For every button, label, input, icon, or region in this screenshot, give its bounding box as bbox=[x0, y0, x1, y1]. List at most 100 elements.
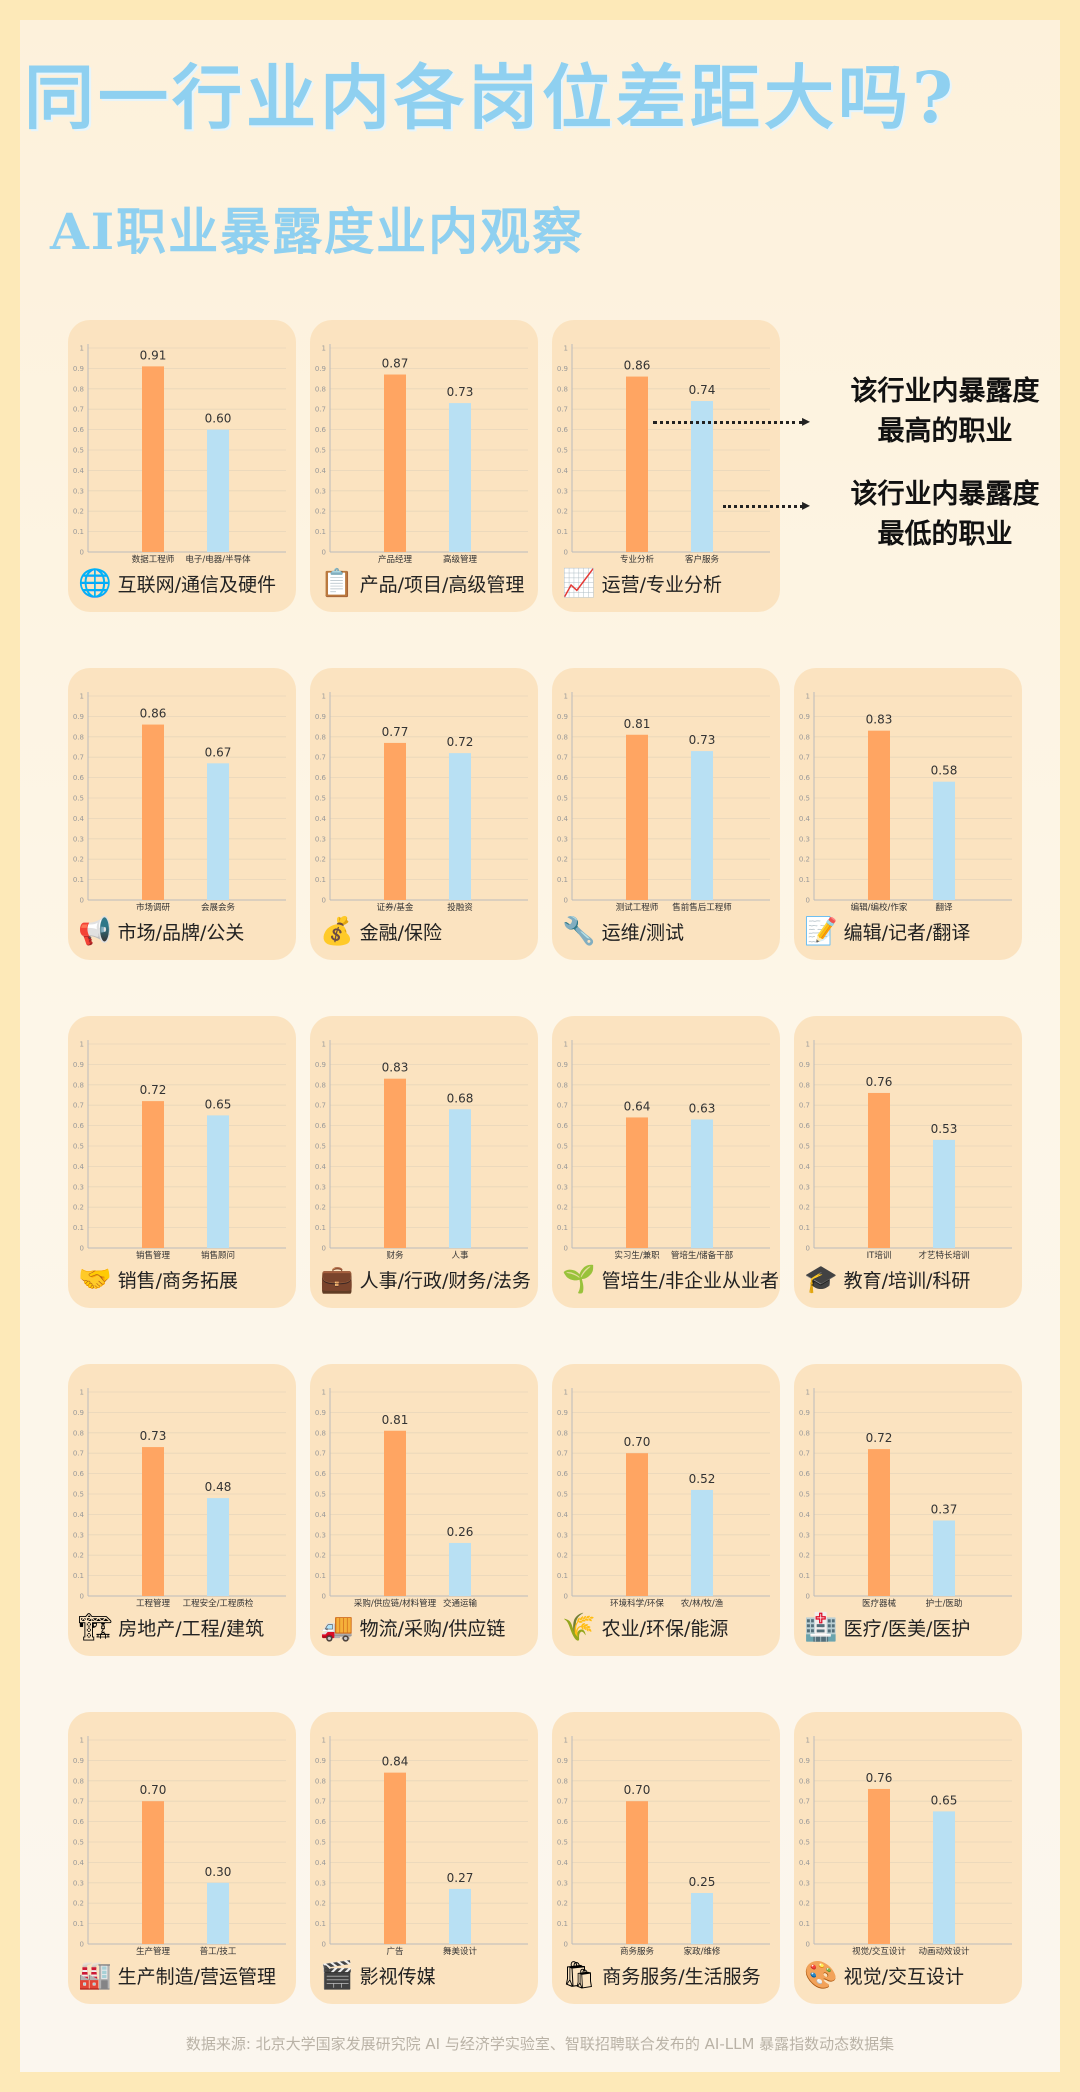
category-label: 数据工程师 bbox=[132, 554, 175, 565]
y-tick-label: 0.5 bbox=[73, 795, 84, 803]
y-tick-label: 0 bbox=[564, 897, 568, 905]
y-tick-label: 0 bbox=[806, 897, 810, 905]
category-label: 编辑/编校/作家 bbox=[851, 902, 908, 913]
y-tick-label: 0.2 bbox=[73, 1204, 84, 1212]
industry-label: 🤝 销售/商务拓展 bbox=[78, 1261, 292, 1297]
y-tick-label: 0.8 bbox=[73, 1429, 84, 1437]
bar-value-label: 0.73 bbox=[689, 733, 716, 747]
y-tick-label: 0.3 bbox=[315, 835, 326, 843]
industry-title: 影视传媒 bbox=[359, 1965, 436, 1988]
category-label: 商务服务 bbox=[620, 1946, 655, 1957]
legend-highest-text: 该行业内暴露度 最高的职业 bbox=[830, 372, 1060, 452]
y-tick-label: 0.8 bbox=[557, 1777, 568, 1785]
category-label: 人事 bbox=[451, 1250, 469, 1261]
chart-card: 0 0.1 0.2 0.3 0.4 0.5 0.6 0.7 0.8 0.9 1 0.87 产品经理 0.7… bbox=[310, 320, 538, 612]
bar-chart: 0 0.1 0.2 0.3 0.4 0.5 0.6 0.7 0.8 0.9 1 0.64 实习生/兼职 0… bbox=[557, 1040, 770, 1261]
y-tick-label: 0.6 bbox=[73, 1122, 85, 1130]
y-tick-label: 0.3 bbox=[73, 835, 84, 843]
bar bbox=[142, 366, 164, 552]
y-tick-label: 0.6 bbox=[799, 1122, 811, 1130]
category-label: 管培生/储备干部 bbox=[671, 1250, 734, 1261]
bar bbox=[142, 1801, 164, 1944]
category-label: 专业分析 bbox=[620, 554, 655, 565]
industry-title: 产品/项目/高级管理 bbox=[359, 573, 525, 596]
megaphone-icon: 📢 bbox=[78, 915, 112, 947]
y-tick-label: 0 bbox=[80, 1593, 84, 1601]
legend-highest-line1: 该行业内暴露度 bbox=[850, 376, 1040, 407]
bar-chart: 0 0.1 0.2 0.3 0.4 0.5 0.6 0.7 0.8 0.9 1 0.86 专业分析 0.7… bbox=[557, 344, 770, 565]
y-tick-label: 0.5 bbox=[557, 1491, 568, 1499]
y-tick-label: 0.9 bbox=[73, 713, 84, 721]
bar-chart: 0 0.1 0.2 0.3 0.4 0.5 0.6 0.7 0.8 0.9 1 0.70 环境科学/环保… bbox=[557, 1388, 770, 1609]
y-tick-label: 0.3 bbox=[557, 1183, 568, 1191]
y-tick-label: 0.2 bbox=[557, 508, 568, 516]
category-label: 环境科学/环保 bbox=[610, 1598, 664, 1609]
y-tick-label: 0.9 bbox=[799, 1757, 810, 1765]
y-tick-label: 0.4 bbox=[557, 1163, 569, 1171]
bar-value-label: 0.81 bbox=[624, 717, 651, 731]
y-tick-label: 0.5 bbox=[315, 795, 326, 803]
y-tick-label: 0.4 bbox=[73, 1511, 85, 1519]
y-tick-label: 0.7 bbox=[73, 406, 84, 414]
industry-title: 医疗/医美/医护 bbox=[843, 1617, 971, 1640]
bar bbox=[142, 1101, 164, 1248]
y-tick-label: 0.8 bbox=[73, 385, 84, 393]
y-tick-label: 0.9 bbox=[557, 1409, 568, 1417]
category-label: 实习生/兼职 bbox=[614, 1250, 660, 1261]
y-tick-label: 0.5 bbox=[557, 1143, 568, 1151]
category-label: 普工/技工 bbox=[200, 1946, 237, 1957]
y-tick-label: 0.1 bbox=[557, 1920, 568, 1928]
y-tick-label: 0.7 bbox=[73, 754, 84, 762]
bar-chart: 0 0.1 0.2 0.3 0.4 0.5 0.6 0.7 0.8 0.9 1 0.76 IT培训 0.5… bbox=[799, 1040, 1012, 1261]
category-label: IT培训 bbox=[867, 1250, 892, 1261]
legend-highest-pointer bbox=[653, 421, 803, 424]
y-tick-label: 0.8 bbox=[73, 1777, 84, 1785]
y-tick-label: 0 bbox=[80, 1245, 84, 1253]
y-tick-label: 0.6 bbox=[557, 774, 569, 782]
y-tick-label: 0.2 bbox=[799, 1204, 810, 1212]
y-tick-label: 0.7 bbox=[799, 1450, 810, 1458]
y-tick-label: 0.3 bbox=[73, 1183, 84, 1191]
category-label: 工程管理 bbox=[136, 1598, 171, 1609]
y-tick-label: 1 bbox=[80, 1737, 84, 1745]
y-tick-label: 1 bbox=[564, 345, 568, 353]
category-label: 动画动效设计 bbox=[918, 1946, 970, 1957]
y-tick-label: 0.9 bbox=[557, 1061, 568, 1069]
industry-title: 编辑/记者/翻译 bbox=[843, 921, 971, 944]
chart-card: 0 0.1 0.2 0.3 0.4 0.5 0.6 0.7 0.8 0.9 1 0.81 测试工程师 0.… bbox=[552, 668, 780, 960]
y-tick-label: 0 bbox=[322, 1245, 326, 1253]
y-tick-label: 0.7 bbox=[315, 406, 326, 414]
bar-value-label: 0.67 bbox=[205, 745, 232, 759]
chart-card: 0 0.1 0.2 0.3 0.4 0.5 0.6 0.7 0.8 0.9 1 0.91 数据工程师 0.… bbox=[68, 320, 296, 612]
bar bbox=[207, 429, 229, 552]
bar bbox=[207, 1115, 229, 1248]
bar-value-label: 0.86 bbox=[624, 359, 651, 373]
bar-value-label: 0.64 bbox=[624, 1099, 651, 1113]
y-tick-label: 0.8 bbox=[73, 1081, 84, 1089]
y-tick-label: 0.5 bbox=[315, 1839, 326, 1847]
industry-label: 🏥 医疗/医美/医护 bbox=[804, 1609, 1018, 1645]
bar bbox=[626, 1117, 648, 1248]
bar-value-label: 0.73 bbox=[140, 1429, 167, 1443]
legend-lowest-line1: 该行业内暴露度 bbox=[850, 479, 1040, 510]
y-tick-label: 0.2 bbox=[315, 856, 326, 864]
handshake-icon: 🤝 bbox=[78, 1263, 112, 1295]
bar bbox=[449, 753, 471, 900]
y-tick-label: 0.7 bbox=[557, 1450, 568, 1458]
bar-value-label: 0.86 bbox=[140, 707, 167, 721]
y-tick-label: 0.5 bbox=[557, 1839, 568, 1847]
y-tick-label: 0.3 bbox=[799, 1879, 810, 1887]
y-tick-label: 0.4 bbox=[557, 1511, 569, 1519]
industry-label: 🎓 教育/培训/科研 bbox=[804, 1261, 1018, 1297]
y-tick-label: 0.3 bbox=[557, 1531, 568, 1539]
shopping-bags-icon: 🛍 bbox=[562, 1959, 597, 1991]
y-tick-label: 0 bbox=[806, 1941, 810, 1949]
chart-card: 0 0.1 0.2 0.3 0.4 0.5 0.6 0.7 0.8 0.9 1 0.70 生产管理 0.3… bbox=[68, 1712, 296, 2004]
y-tick-label: 0.8 bbox=[315, 385, 326, 393]
y-tick-label: 0.7 bbox=[73, 1102, 84, 1110]
y-tick-label: 0.2 bbox=[73, 856, 84, 864]
y-tick-label: 0.6 bbox=[557, 1122, 569, 1130]
data-source-note: 数据来源: 北京大学国家发展研究院 AI 与经济学实验室、智联招聘联合发布的 A… bbox=[185, 2035, 895, 2053]
chart-card: 0 0.1 0.2 0.3 0.4 0.5 0.6 0.7 0.8 0.9 1 0.70 环境科学/环保… bbox=[552, 1364, 780, 1656]
y-tick-label: 0.8 bbox=[799, 1429, 810, 1437]
